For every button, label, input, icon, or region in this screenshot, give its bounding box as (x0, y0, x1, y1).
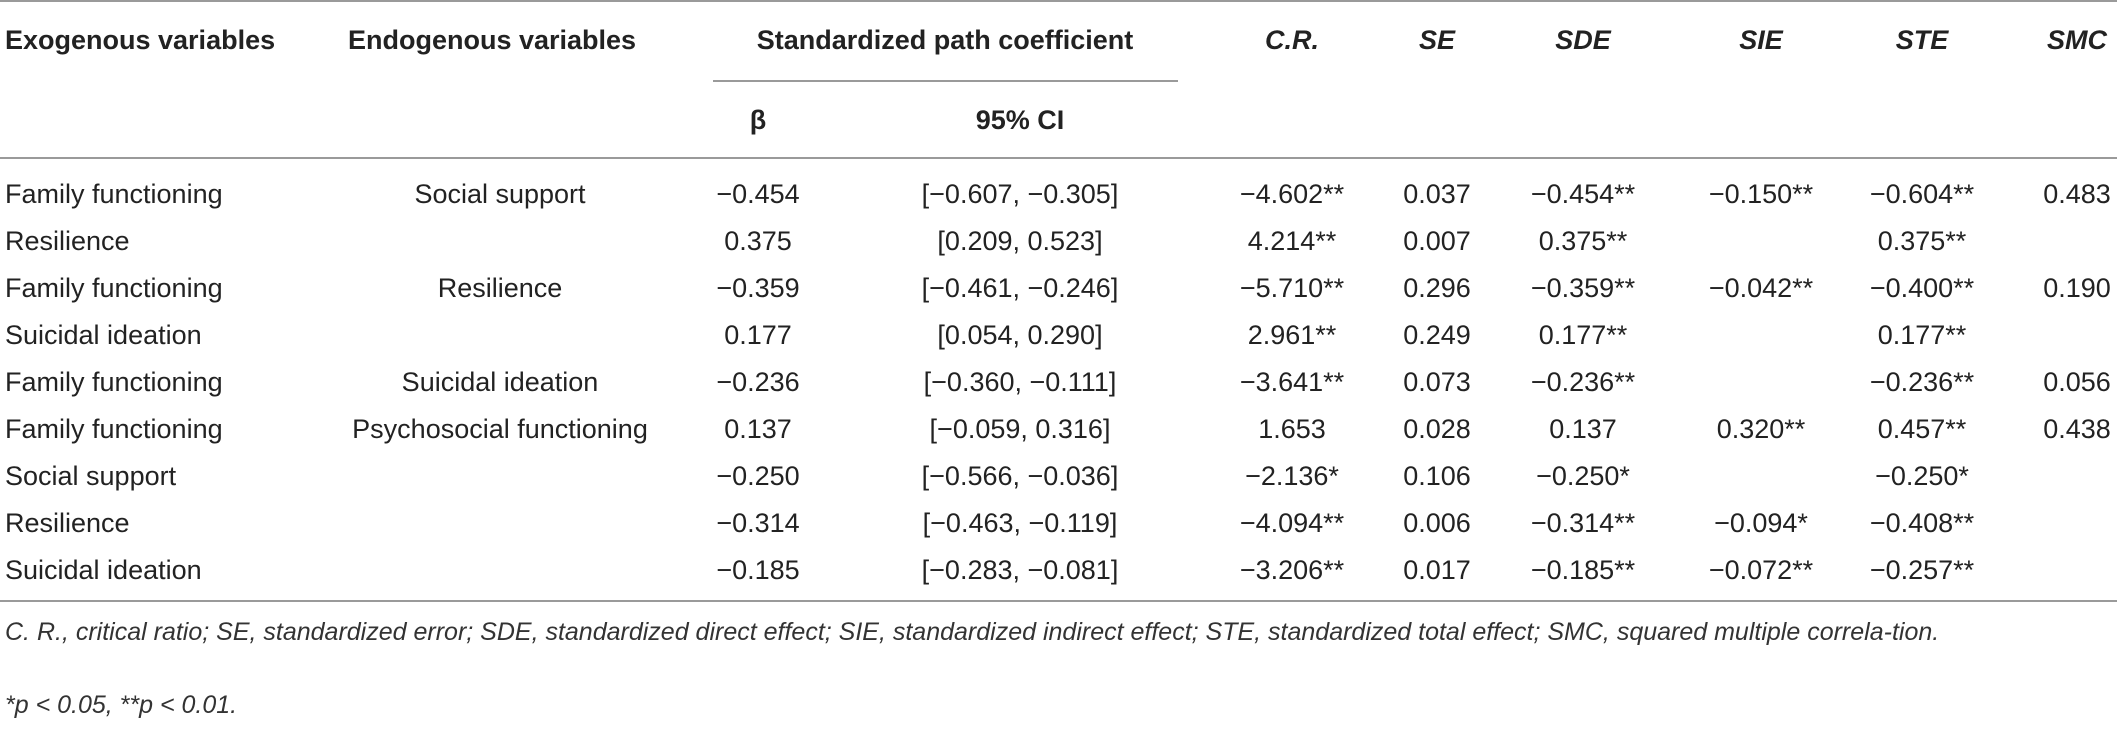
table-cell-cr: −4.094** (1239, 508, 1345, 538)
table-cell-beta: −0.250 (716, 461, 800, 491)
table-cell-exogenous: Resilience (5, 508, 130, 538)
table-cell-beta: −0.359 (716, 273, 800, 303)
table-cell-ci: [−0.566, −0.036] (921, 461, 1119, 491)
table-cell-endogenous: Social support (414, 179, 586, 209)
header-standardized-path-coefficient: Standardized path coefficient (756, 25, 1134, 55)
table-cell-ci: [−0.607, −0.305] (921, 179, 1119, 209)
table-cell-beta: 0.375 (724, 226, 792, 256)
table-cell-beta: −0.185 (716, 555, 800, 585)
table-cell-se: 0.017 (1403, 555, 1471, 585)
table-bottom-rule (0, 600, 2117, 602)
table-cell-exogenous: Suicidal ideation (5, 555, 202, 585)
table-cell-beta: 0.177 (724, 320, 792, 350)
table-cell-ci: [−0.360, −0.111] (923, 367, 1117, 397)
table-cell-ci: [−0.283, −0.081] (921, 555, 1119, 585)
table-cell-ste: −0.250* (1875, 461, 1969, 491)
header-sie: SIE (1739, 25, 1783, 55)
table-cell-se: 0.007 (1403, 226, 1471, 256)
header-subrule (713, 80, 1178, 82)
table-cell-cr: −2.136* (1245, 461, 1339, 491)
footnote-abbreviations: C. R., critical ratio; SE, standardized … (5, 618, 1940, 646)
table-cell-sde: −0.359** (1530, 273, 1636, 303)
table-cell-ste: −0.408** (1869, 508, 1975, 538)
table-cell-beta: −0.314 (716, 508, 800, 538)
table-cell-sde: −0.454** (1530, 179, 1636, 209)
table-cell-smc: 0.483 (2043, 179, 2111, 209)
table-cell-ste: 0.375** (1877, 226, 1967, 256)
table-cell-endogenous: Suicidal ideation (401, 367, 599, 397)
table-cell-beta: −0.454 (716, 179, 800, 209)
table-cell-sde: −0.185** (1530, 555, 1636, 585)
table-cell-sde: −0.236** (1530, 367, 1636, 397)
header-cr: C.R. (1265, 25, 1319, 55)
table-cell-smc: 0.056 (2043, 367, 2111, 397)
header-95ci: 95% CI (975, 105, 1065, 135)
header-ste: STE (1895, 25, 1949, 55)
header-sde: SDE (1555, 25, 1611, 55)
table-cell-exogenous: Family functioning (5, 179, 223, 209)
table-cell-se: 0.028 (1403, 414, 1471, 444)
table-cell-exogenous: Family functioning (5, 273, 223, 303)
table-cell-se: 0.006 (1403, 508, 1471, 538)
table-cell-ci: [0.209, 0.523] (937, 226, 1103, 256)
table-cell-sde: −0.314** (1530, 508, 1636, 538)
table-cell-exogenous: Social support (5, 461, 177, 491)
table-cell-ste: 0.177** (1877, 320, 1967, 350)
table-cell-ste: −0.400** (1869, 273, 1975, 303)
table-cell-ci: [−0.059, 0.316] (929, 414, 1111, 444)
table-cell-se: 0.249 (1403, 320, 1471, 350)
table-cell-sie: −0.150** (1708, 179, 1814, 209)
header-se: SE (1418, 25, 1456, 55)
header-exogenous: Exogenous variables (5, 25, 276, 55)
table-cell-beta: −0.236 (716, 367, 800, 397)
table-cell-cr: −3.641** (1239, 367, 1345, 397)
table-cell-ci: [−0.463, −0.119] (922, 508, 1118, 538)
table-cell-ste: −0.236** (1869, 367, 1975, 397)
table-cell-sde: 0.177** (1538, 320, 1628, 350)
table-cell-cr: 2.961** (1247, 320, 1337, 350)
table-cell-cr: −4.602** (1239, 179, 1345, 209)
table-cell-ci: [0.054, 0.290] (937, 320, 1103, 350)
table-cell-sde: 0.137 (1549, 414, 1617, 444)
table-cell-exogenous: Family functioning (5, 367, 223, 397)
table-cell-se: 0.037 (1403, 179, 1471, 209)
table-top-rule (0, 0, 2117, 2)
table-cell-ste: 0.457** (1877, 414, 1967, 444)
table-cell-ci: [−0.461, −0.246] (921, 273, 1119, 303)
table-cell-se: 0.073 (1403, 367, 1471, 397)
table-cell-se: 0.106 (1403, 461, 1471, 491)
table-cell-se: 0.296 (1403, 273, 1471, 303)
table-header-rule (0, 157, 2117, 159)
header-beta: β (749, 105, 767, 135)
table-cell-exogenous: Family functioning (5, 414, 223, 444)
table-cell-exogenous: Resilience (5, 226, 130, 256)
table-cell-smc: 0.438 (2043, 414, 2111, 444)
footnote-significance: *p < 0.05, **p < 0.01. (5, 691, 238, 719)
table-cell-sde: 0.375** (1538, 226, 1628, 256)
table-cell-endogenous: Psychosocial functioning (352, 414, 648, 444)
table-cell-cr: 4.214** (1247, 226, 1337, 256)
table-cell-ste: −0.604** (1869, 179, 1975, 209)
table-cell-endogenous: Resilience (437, 273, 563, 303)
table-cell-smc: 0.190 (2043, 273, 2111, 303)
table-cell-sie: 0.320** (1716, 414, 1806, 444)
table-cell-beta: 0.137 (724, 414, 792, 444)
table-cell-sie: −0.094* (1714, 508, 1808, 538)
header-endogenous: Endogenous variables (348, 25, 637, 55)
table-cell-ste: −0.257** (1869, 555, 1975, 585)
table-cell-sie: −0.042** (1708, 273, 1814, 303)
table-cell-exogenous: Suicidal ideation (5, 320, 202, 350)
table-cell-cr: −3.206** (1239, 555, 1345, 585)
table-cell-sde: −0.250* (1536, 461, 1630, 491)
table-cell-cr: 1.653 (1258, 414, 1326, 444)
table-cell-cr: −5.710** (1239, 273, 1345, 303)
table-cell-sie: −0.072** (1708, 555, 1814, 585)
header-smc: SMC (2047, 25, 2107, 55)
